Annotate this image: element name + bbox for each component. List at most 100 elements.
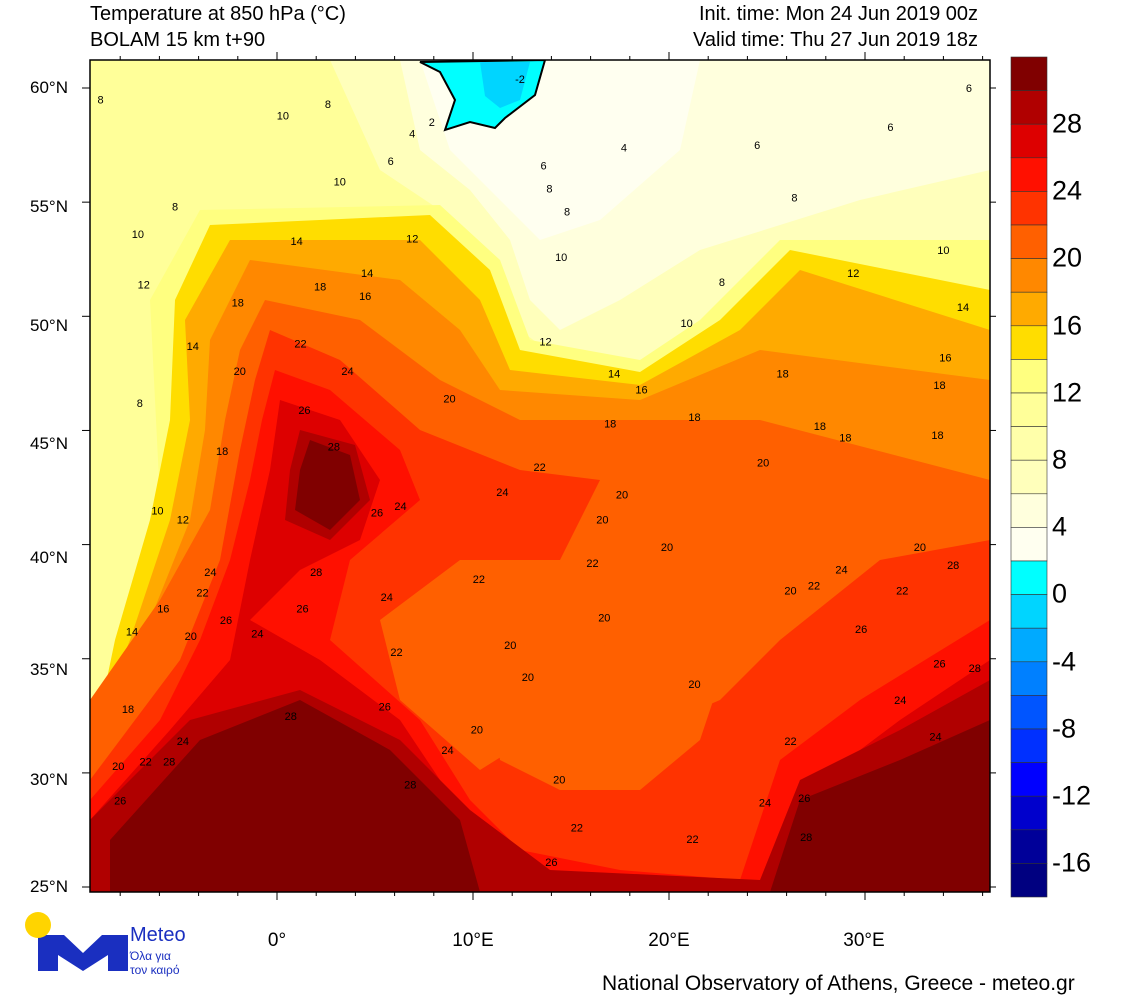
contour-label: 18 [604,419,616,431]
logo-tagline-2: τον καιρό [130,963,180,977]
contour-label: 10 [132,229,144,241]
contour-label: 10 [151,505,163,517]
contour-label: 26 [371,508,383,520]
colorbar-swatch [1010,426,1048,461]
contour-label: 28 [404,779,416,791]
colorbar [1010,56,1048,898]
contour-label: 20 [185,631,197,643]
contour-label: 20 [504,640,516,652]
contour-label: 20 [688,679,700,691]
init-time: Init. time: Mon 24 Jun 2019 00z [698,3,978,25]
colorbar-label: 4 [1052,511,1068,542]
contour-label: 10 [555,252,567,264]
contour-label: 18 [839,432,851,444]
colorbar-label: 28 [1052,108,1083,139]
lon-label: 10°E [452,930,494,951]
colorbar-swatch [1010,258,1048,293]
contour-label: 26 [545,857,557,869]
contour-label: 20 [914,542,926,554]
contour-label: 24 [894,695,906,707]
footer-credit: National Observatory of Athens, Greece -… [602,972,1075,995]
colorbar-swatch [1010,493,1048,528]
contour-label: 26 [114,795,126,807]
colorbar-label: -4 [1052,646,1077,677]
colorbar-swatch [1010,459,1048,495]
contour-label: 22 [196,588,208,600]
contour-label: 12 [847,268,859,280]
contour-label: 20 [757,457,769,469]
contour-label: 22 [896,585,908,597]
logo-tagline-1: Όλα για [130,949,171,963]
contour-label: 28 [310,567,322,579]
contour-label: 18 [933,380,945,392]
contour-label: 6 [966,83,972,95]
zone-below-zero-core [480,62,530,108]
contour-label: 16 [635,384,647,396]
contour-label: 20 [553,775,565,787]
contour-label: 20 [598,613,610,625]
contour-label: 8 [172,202,178,214]
contour-label: 18 [931,430,943,442]
contour-label: 16 [157,604,169,616]
contour-label: 20 [443,393,455,405]
colorbar-swatch [1010,795,1048,831]
colorbar-label: 0 [1052,578,1068,609]
lat-label: 60°N [30,78,68,97]
lat-label: 35°N [30,660,68,679]
colorbar-label: -12 [1052,780,1092,811]
colorbar-swatch [1010,56,1048,91]
contour-label: 10 [334,177,346,189]
contour-label: 20 [522,672,534,684]
contour-label: 26 [855,624,867,636]
contour-label: 24 [381,592,393,604]
contour-label: 28 [800,832,812,844]
contour-label: 8 [325,99,331,111]
colorbar-label: 12 [1052,377,1083,408]
colorbar-swatch [1010,224,1048,259]
contour-label: 18 [122,704,134,716]
zone-22-sea [490,640,720,790]
lat-label: 30°N [30,770,68,789]
contour-label: 22 [808,581,820,593]
contour-label: 24 [394,501,406,513]
colorbar-swatch [1010,863,1048,898]
lat-label: 55°N [30,197,68,216]
logo-m-icon [38,935,128,971]
contour-label: 22 [686,834,698,846]
contour-label: 18 [688,412,700,424]
lat-label: 50°N [30,316,68,335]
lat-label: 45°N [30,434,68,453]
contour-label: 6 [388,156,394,168]
contour-label: 26 [933,658,945,670]
axis-ticks [82,52,996,900]
contour-label: 20 [596,514,608,526]
contour-label: 24 [835,565,847,577]
contour-label: 10 [277,110,289,122]
contour-label: 2 [429,117,435,129]
contour-label: 22 [140,756,152,768]
contour-label: 28 [328,441,340,453]
contour-label: 12 [539,336,551,348]
contour-label: 22 [534,462,546,474]
model-label: BOLAM 15 km t+90 [90,29,266,51]
contour-label: 4 [409,129,415,141]
contour-label: 8 [137,398,143,410]
colorbar-swatch [1010,325,1048,360]
colorbar-swatch [1010,359,1048,394]
map-frame [89,59,991,893]
contour-label: 8 [98,94,104,106]
contour-label: 22 [586,558,598,570]
zone-30-east [770,720,990,892]
contour-label: 14 [290,236,302,248]
contour-label: 10 [937,245,949,257]
contour-label: 20 [471,725,483,737]
contour-label: 28 [163,756,175,768]
contour-label: -2 [515,74,525,86]
lon-label: 0° [267,930,287,951]
contour-label: 18 [232,298,244,310]
contour-label: 12 [138,279,150,291]
lon-label: 30°E [843,930,885,951]
contour-label: 8 [564,206,570,218]
contour-label: 24 [496,487,508,499]
